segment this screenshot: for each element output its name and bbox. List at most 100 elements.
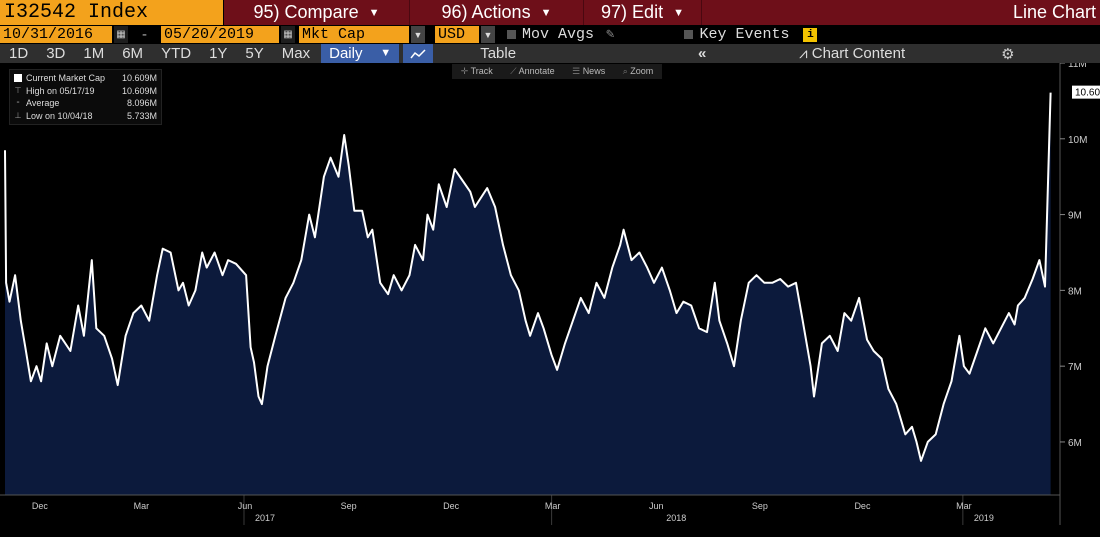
chart-kind-label: Line Chart: [1012, 2, 1096, 22]
low-marker-icon: ⊥: [14, 110, 22, 120]
y-tick-label: 6M: [1068, 438, 1082, 449]
legend-value: 5.733M: [126, 110, 157, 121]
legend-value: 10.609M: [121, 85, 157, 96]
key-events-toggle[interactable]: Key Events i: [684, 26, 818, 43]
legend-text: Low on 10/04/18: [26, 110, 93, 121]
key-events-label: Key Events: [699, 26, 790, 43]
actions-caret-icon: ▼: [540, 6, 552, 19]
x-tick-label: Dec: [32, 501, 49, 511]
news-icon: ☰: [572, 66, 583, 76]
x-tick-label: Mar: [134, 501, 150, 511]
tool-annotate[interactable]: ⟋ Annotate: [510, 66, 554, 77]
period-tab-5y[interactable]: 5Y: [245, 45, 264, 62]
legend-text: High on 05/17/19: [26, 85, 95, 96]
legend-value: 8.096M: [126, 98, 157, 108]
y-tick-label: 11M: [1068, 63, 1087, 70]
x-year-label: 2017: [255, 513, 275, 523]
actions-menu[interactable]: 96) Actions ▼: [410, 0, 584, 25]
series-area-fill: [5, 92, 1051, 495]
line-chart-view-icon[interactable]: [403, 44, 434, 63]
tool-track[interactable]: ✛ Track: [461, 66, 493, 77]
legend-text: Average: [26, 98, 60, 108]
avg-marker-icon: ⁃: [16, 98, 20, 107]
currency-select[interactable]: USD: [435, 26, 479, 43]
chart-area[interactable]: 6M7M8M9M10M11M10.609MDecMarJun2017SepDec…: [0, 63, 1100, 537]
compare-label: 95) Compare: [253, 2, 359, 22]
collapse-icon[interactable]: «: [697, 45, 707, 62]
legend-row: ⊤ High on 05/17/19 10.609M: [14, 85, 157, 98]
period-tab-1y[interactable]: 1Y: [209, 45, 228, 62]
legend-value: 10.609M: [121, 73, 157, 83]
start-date-input[interactable]: 10/31/2016: [0, 26, 112, 43]
frequency-select[interactable]: Daily ▼: [321, 44, 400, 63]
annotate-icon: ⟋: [510, 66, 519, 76]
frequency-label: Daily: [329, 45, 363, 62]
key-events-checkbox[interactable]: [684, 30, 694, 39]
compare-caret-icon: ▼: [368, 6, 380, 19]
tool-zoom[interactable]: ⌕ Zoom: [623, 66, 654, 77]
legend-label: ⁃ Average: [14, 97, 59, 110]
y-tick-label: 10M: [1068, 135, 1087, 146]
x-tick-label: Mar: [956, 501, 972, 511]
pencil-icon[interactable]: ✎: [606, 27, 615, 43]
market-cap-chart: 6M7M8M9M10M11M10.609MDecMarJun2017SepDec…: [0, 63, 1100, 525]
field-dropdown-icon[interactable]: ▼: [411, 26, 425, 43]
tool-label: Zoom: [630, 66, 654, 76]
period-tab-6m[interactable]: 6M: [122, 45, 144, 62]
edit-menu[interactable]: 97) Edit ▼: [584, 0, 702, 25]
period-tab-1m[interactable]: 1M: [83, 45, 105, 62]
tool-label: News: [582, 66, 606, 76]
y-tick-label: 8M: [1068, 286, 1082, 297]
x-tick-label: Sep: [341, 501, 357, 511]
y-tick-label: 7M: [1068, 362, 1082, 373]
chart-content-button[interactable]: ⩘ Chart Content: [747, 45, 957, 62]
chart-content-icon: ⩘: [799, 45, 812, 62]
currency-dropdown-icon[interactable]: ▼: [481, 26, 495, 43]
period-tab-ytd[interactable]: YTD: [161, 45, 192, 62]
period-bar: 1D 3D 1M 6M YTD 1Y 5Y Max Daily ▼ Table « ⩘ Cha…: [0, 44, 1100, 63]
zoom-icon: ⌕: [622, 66, 631, 76]
info-icon[interactable]: i: [803, 27, 818, 42]
legend-label: ⊥ Low on 10/04/18: [14, 110, 93, 123]
x-tick-label: Dec: [443, 501, 460, 511]
end-date-input[interactable]: 05/20/2019: [161, 26, 279, 43]
legend-row: Current Market Cap 10.609M: [14, 72, 157, 85]
x-tick-label: Jun: [238, 501, 253, 511]
end-calendar-icon[interactable]: ▦: [281, 26, 295, 43]
edit-label: 97) Edit: [601, 2, 664, 22]
mov-avgs-toggle[interactable]: Mov Avgs ✎: [507, 26, 614, 43]
gear-icon[interactable]: ⚙: [1001, 45, 1015, 63]
x-tick-label: Mar: [545, 501, 561, 511]
series-line: [4, 92, 1052, 462]
tool-label: Annotate: [518, 66, 555, 76]
field-select[interactable]: Mkt Cap: [299, 26, 409, 43]
track-icon: ✛: [460, 66, 471, 76]
options-bar: 10/31/2016 ▦ - 05/20/2019 ▦ Mkt Cap ▼ US…: [0, 25, 1100, 44]
last-value-box: [1072, 85, 1100, 99]
edit-caret-icon: ▼: [673, 6, 684, 19]
mov-avgs-label: Mov Avgs: [522, 26, 595, 43]
chart-content-label: Chart Content: [811, 45, 906, 62]
legend-row: ⊥ Low on 10/04/18 5.733M: [14, 110, 157, 123]
range-separator: -: [142, 26, 147, 43]
period-tabs: 1D 3D 1M 6M YTD 1Y 5Y Max: [0, 44, 319, 63]
period-tab-1d[interactable]: 1D: [9, 45, 29, 62]
compare-menu[interactable]: 95) Compare ▼: [224, 0, 410, 25]
period-tab-max[interactable]: Max: [281, 45, 311, 62]
chart-tools: ✛ Track ⟋ Annotate ☰ News ⌕ Zoom: [452, 64, 662, 79]
mov-avgs-checkbox[interactable]: [507, 30, 516, 39]
start-calendar-icon[interactable]: ▦: [114, 26, 128, 43]
legend-row: ⁃ Average 8.096M: [14, 97, 157, 110]
title-bar: I32542 Index 95) Compare ▼ 96) Actions ▼…: [0, 0, 1100, 25]
frequency-caret-icon: ▼: [380, 47, 392, 59]
legend-box: Current Market Cap 10.609M ⊤ High on 05/17/…: [9, 69, 162, 125]
actions-label: 96) Actions: [441, 2, 531, 22]
tool-label: Track: [470, 66, 493, 76]
tool-news[interactable]: ☰ News: [572, 66, 605, 77]
table-view-button[interactable]: Table: [480, 45, 517, 62]
ticker-field[interactable]: I32542 Index: [0, 0, 224, 25]
legend-text: Current Market Cap: [26, 73, 106, 83]
high-marker-icon: ⊤: [14, 85, 22, 95]
last-value-label: 10.609M: [1075, 88, 1100, 99]
period-tab-3d[interactable]: 3D: [46, 45, 66, 62]
